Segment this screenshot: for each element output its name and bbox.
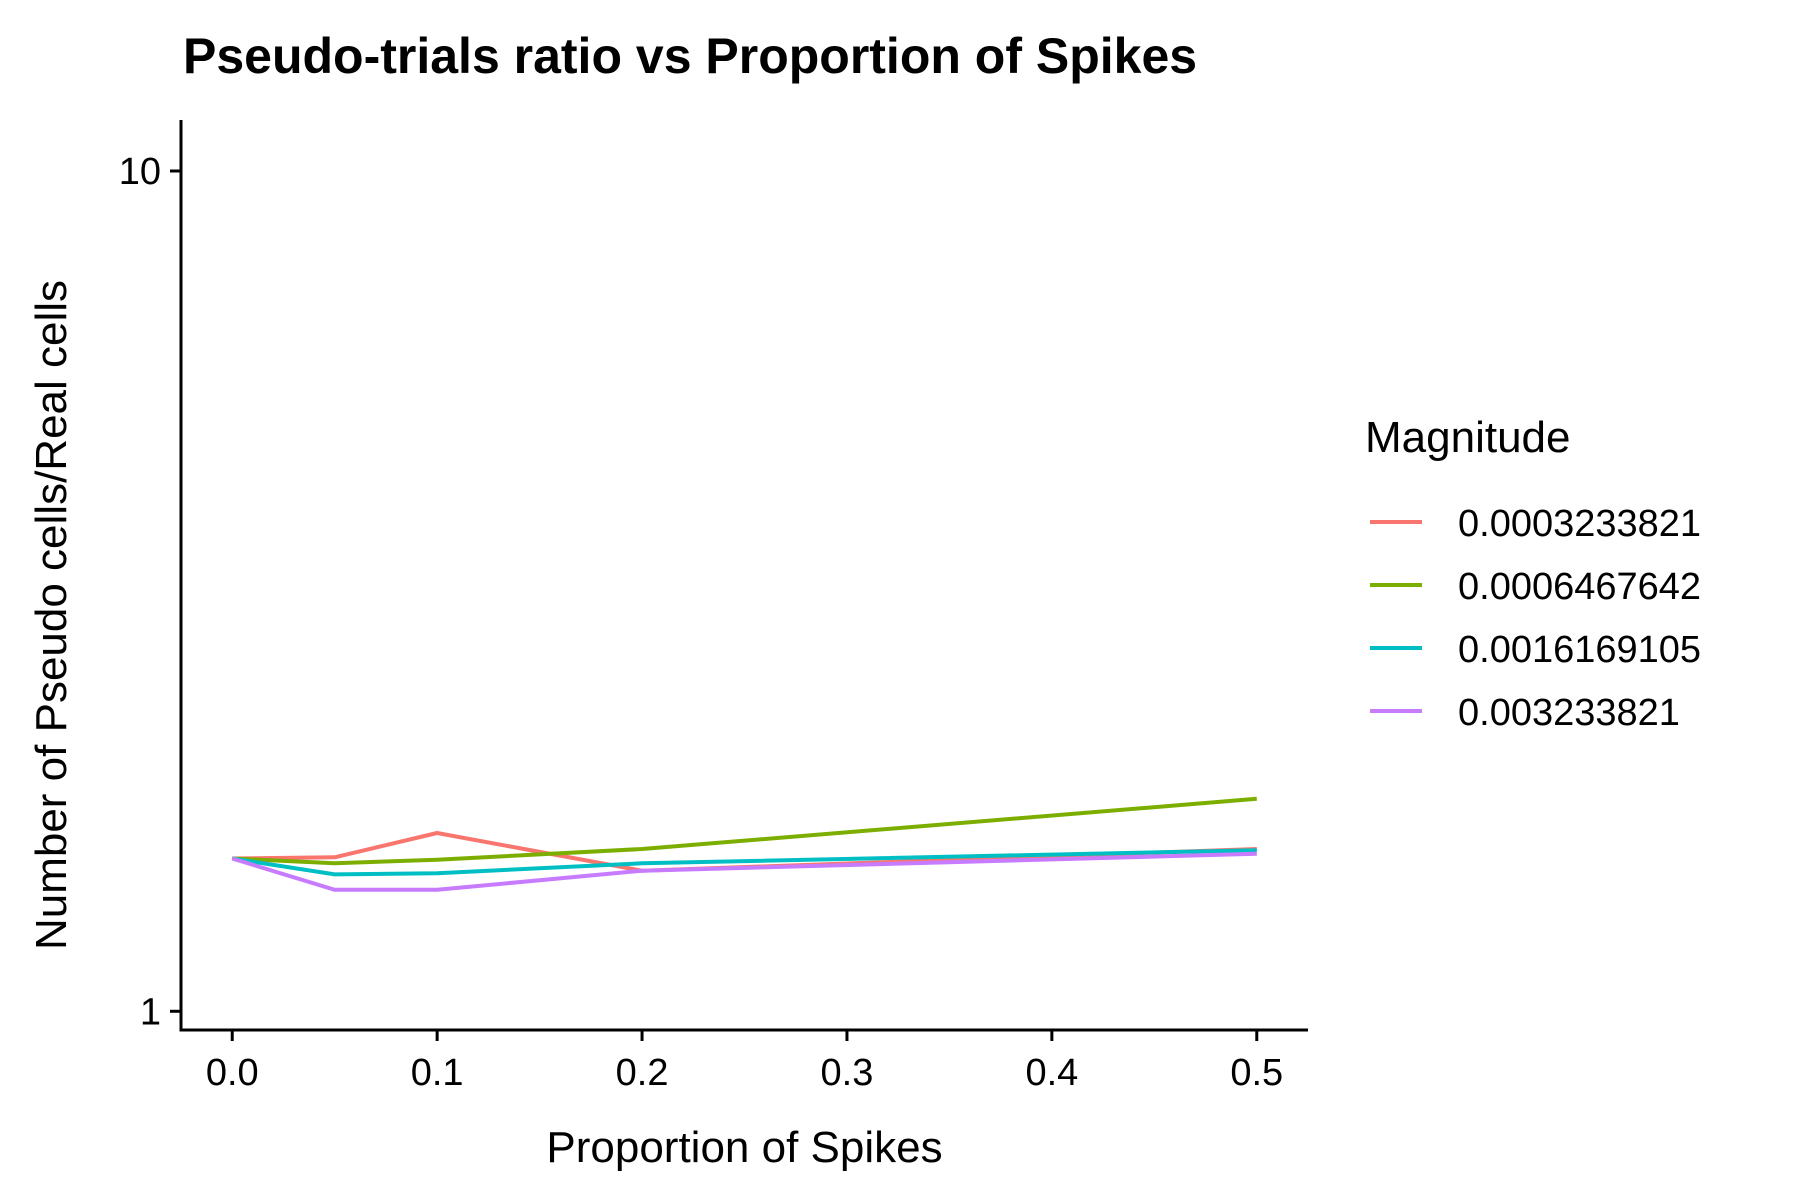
x-axis-ticks: 0.0 0.1 0.2 0.3 0.4 0.5 bbox=[206, 1030, 1283, 1094]
y-axis-ticks: 1 10 bbox=[119, 151, 181, 1033]
y-tick-label: 10 bbox=[119, 151, 161, 193]
legend-title: Magnitude bbox=[1365, 413, 1570, 462]
x-tick-label: 0.5 bbox=[1230, 1052, 1283, 1094]
legend-label: 0.0003233821 bbox=[1458, 503, 1701, 545]
x-tick-label: 0.3 bbox=[821, 1052, 874, 1094]
x-axis-label: Proportion of Spikes bbox=[546, 1123, 942, 1172]
x-tick-label: 0.4 bbox=[1025, 1052, 1078, 1094]
y-axis-label: Number of Pseudo cells/Real cells bbox=[27, 280, 76, 950]
legend-label: 0.003233821 bbox=[1458, 692, 1680, 734]
x-tick-label: 0.0 bbox=[206, 1052, 259, 1094]
y-tick-label: 1 bbox=[140, 991, 161, 1033]
series-line bbox=[232, 796, 1257, 866]
legend-label: 0.0016169105 bbox=[1458, 629, 1701, 671]
x-tick-label: 0.1 bbox=[411, 1052, 464, 1094]
x-tick-label: 0.2 bbox=[616, 1052, 669, 1094]
series-line bbox=[231, 848, 1257, 877]
series-line bbox=[231, 851, 1257, 892]
chart-title: Pseudo-trials ratio vs Proportion of Spi… bbox=[183, 28, 1197, 84]
legend: Magnitude 0.0003233821 0.0006467642 0.0016… bbox=[1365, 413, 1701, 734]
legend-label: 0.0006467642 bbox=[1458, 566, 1701, 608]
plot-area bbox=[231, 796, 1257, 892]
